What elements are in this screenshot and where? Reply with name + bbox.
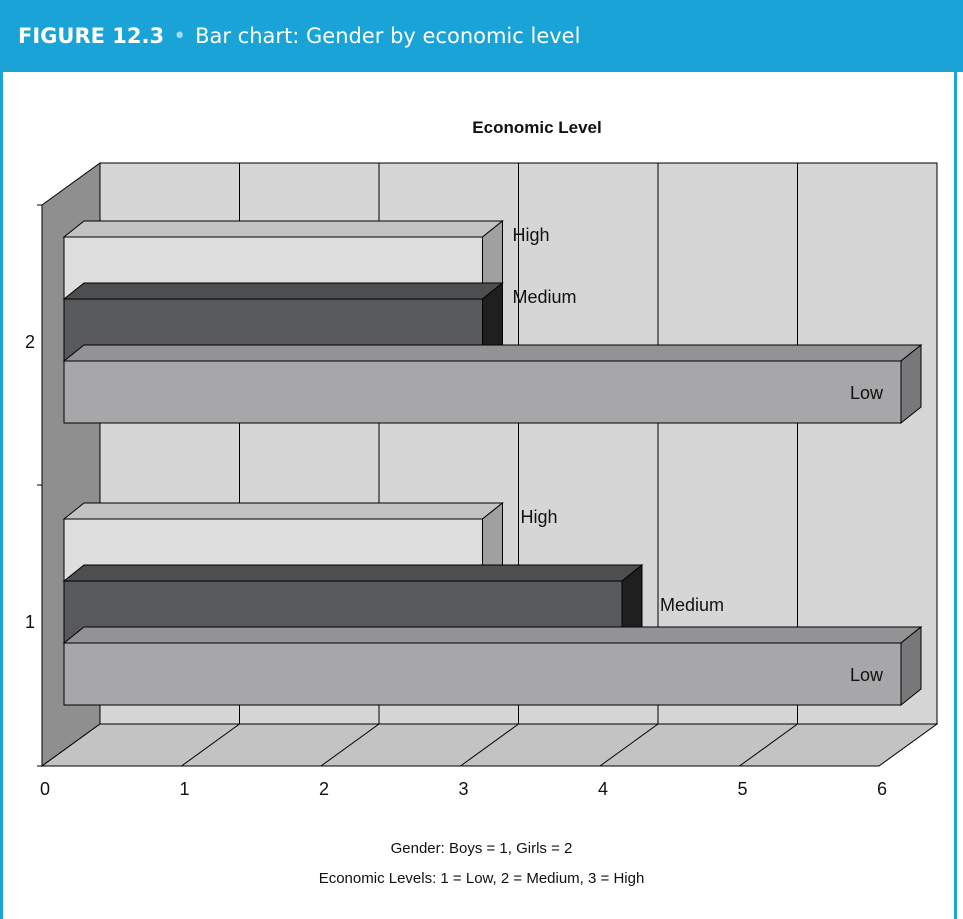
x-tick-label: 6 bbox=[877, 779, 887, 799]
category-label: 1 bbox=[25, 612, 35, 632]
bar-side-face bbox=[900, 343, 922, 425]
bar bbox=[63, 642, 902, 706]
floor-gridline bbox=[320, 723, 380, 767]
category-label: 2 bbox=[25, 332, 35, 352]
figure-banner: FIGURE 12.3 • Bar chart: Gender by econo… bbox=[0, 0, 963, 72]
bar-data-label: High bbox=[513, 225, 550, 245]
economic-level-caption: Economic Levels: 1 = Low, 2 = Medium, 3 … bbox=[318, 870, 645, 887]
separator-dot: • bbox=[173, 23, 187, 49]
x-tick-label: 5 bbox=[737, 779, 747, 799]
figure-label: FIGURE 12.3 bbox=[18, 24, 165, 48]
bar-data-label: Low bbox=[850, 665, 884, 685]
floor-gridline bbox=[460, 723, 519, 767]
bar-data-label: Low bbox=[850, 383, 884, 403]
floor-gridline bbox=[599, 723, 659, 767]
figure-title: Bar chart: Gender by economic level bbox=[195, 24, 581, 48]
chart-title: Economic Level bbox=[472, 118, 601, 137]
bar-top-face bbox=[62, 282, 504, 300]
bar-data-label: High bbox=[521, 507, 558, 527]
floor-gridline bbox=[181, 723, 240, 767]
x-tick-label: 4 bbox=[598, 779, 608, 799]
bar-top-face bbox=[62, 626, 923, 644]
x-tick-label: 3 bbox=[458, 779, 468, 799]
bar-data-label: Medium bbox=[513, 287, 577, 307]
bar-data-label: Medium bbox=[660, 595, 724, 615]
bar-side-face bbox=[900, 625, 922, 707]
x-tick-label: 2 bbox=[319, 779, 329, 799]
bar-top-face bbox=[62, 502, 504, 520]
bar-top-face bbox=[62, 344, 923, 362]
gender-caption: Gender: Boys = 1, Girls = 2 bbox=[390, 840, 573, 857]
x-tick-label: 1 bbox=[179, 779, 189, 799]
bar bbox=[63, 360, 902, 424]
x-tick-label: 0 bbox=[40, 779, 50, 799]
bar-top-face bbox=[62, 564, 644, 582]
floor-gridline bbox=[739, 723, 798, 767]
bar-top-face bbox=[62, 220, 504, 238]
